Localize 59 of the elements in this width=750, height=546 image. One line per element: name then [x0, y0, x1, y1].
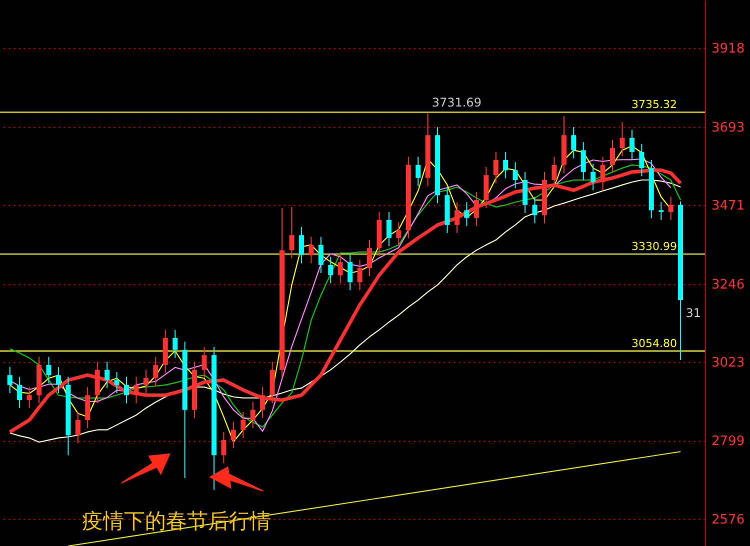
candlestick: [7, 366, 12, 394]
candlestick: [620, 122, 625, 157]
candlestick: [571, 126, 576, 159]
candlestick: [260, 386, 266, 418]
candlestick: [532, 196, 538, 224]
candlestick: [416, 156, 421, 186]
candlestick: [289, 206, 294, 259]
ref-line-label: 3054.80: [632, 336, 677, 350]
candlestick: [512, 162, 518, 189]
candlestick: [610, 140, 616, 174]
candlestick: [338, 254, 343, 284]
candlestick: [202, 346, 207, 378]
candlestick: [104, 361, 110, 389]
candlestick: [328, 256, 334, 284]
candlestick: [221, 431, 226, 464]
candlestick: [396, 222, 402, 246]
y-tick-label: 2576: [712, 512, 745, 528]
candlestick: [474, 191, 479, 226]
ref-line-label: 3330.99: [632, 240, 677, 254]
candlestick: [580, 142, 586, 181]
candlestick: [668, 196, 674, 221]
candlestick: [308, 236, 314, 264]
candlestick: [143, 369, 148, 394]
candlestick: [250, 401, 256, 429]
text: 31: [686, 306, 701, 320]
candlestick: [298, 226, 304, 264]
candlestick: [46, 356, 52, 384]
y-tick-label: 2799: [712, 434, 745, 450]
candlestick: [386, 211, 392, 246]
candlestick: [357, 260, 362, 291]
candlestick: [367, 240, 372, 277]
candlestick: [17, 376, 22, 409]
candlestick: [454, 202, 460, 234]
annotation: 3731.69: [432, 95, 482, 110]
y-tick-label: 3023: [712, 356, 745, 371]
candlestick: [26, 386, 32, 409]
candlestick: [124, 376, 130, 404]
candlestick: [590, 163, 596, 191]
candlestick: [172, 329, 178, 358]
y-tick-label: 3693: [712, 120, 745, 136]
candlestick: [240, 411, 246, 438]
candlestick: [318, 236, 324, 274]
candlestick: [639, 143, 644, 177]
candlestick: [503, 151, 508, 179]
y-tick-label: 3918: [712, 42, 745, 57]
candlestick: [56, 366, 61, 394]
candlestick: [464, 202, 470, 226]
candlestick: [629, 129, 634, 161]
candlestick: [75, 411, 80, 444]
y-tick-label: 3246: [712, 277, 745, 292]
candlestick: [348, 254, 353, 291]
candlestick: [230, 421, 236, 449]
candlestick: [114, 371, 120, 394]
ref-line-label: 3735.32: [632, 98, 677, 112]
candlestick: [493, 151, 498, 184]
candlestick: [134, 376, 139, 404]
y-tick-label: 3471: [712, 198, 745, 214]
candlestick: [153, 356, 158, 386]
candlestick: [658, 202, 664, 221]
